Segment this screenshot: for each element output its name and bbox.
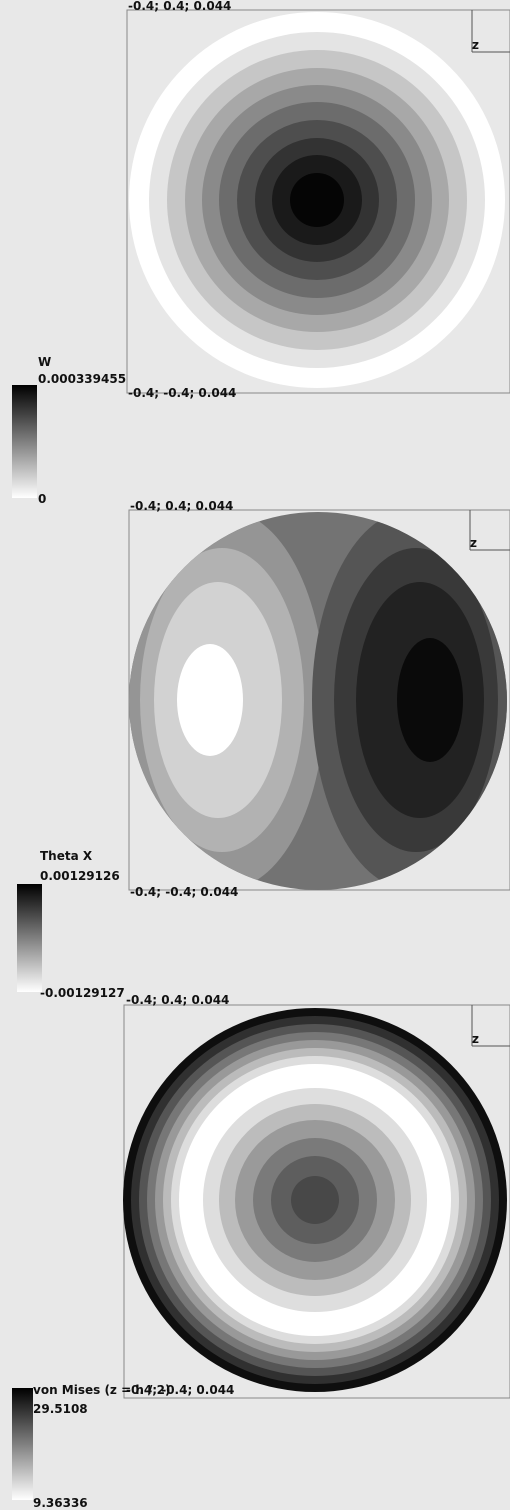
panel-w: z -0.4; 0.4; 0.044 -0.4; -0.4; 0.044 W 0… (12, 0, 510, 506)
contour-plot (123, 1008, 507, 1392)
corner-label: -0.4; -0.4; 0.044 (130, 885, 238, 899)
corner-label: -0.4; 0.4; 0.044 (128, 0, 231, 13)
legend-max: 0.00129126 (40, 869, 120, 883)
contour-plot (129, 512, 507, 890)
axis-label: z (470, 536, 477, 550)
legend-min: 9.36336 (33, 1496, 88, 1510)
corner-label: -0.4; -0.4; 0.044 (126, 1383, 234, 1397)
legend-min: -0.00129127 (40, 986, 125, 1000)
legend-min: 0 (38, 492, 46, 506)
axis-label: z (472, 38, 479, 52)
contour-plot (129, 12, 505, 388)
axis-label: z (472, 1032, 479, 1046)
color-bar (12, 1388, 33, 1500)
panel-theta-x: z -0.4; 0.4; 0.044 -0.4; -0.4; 0.044 The… (17, 499, 510, 1000)
corner-label: -0.4; -0.4; 0.044 (128, 386, 236, 400)
legend-title: W (38, 355, 51, 369)
corner-label: -0.4; 0.4; 0.044 (130, 499, 233, 513)
legend-title: Theta X (40, 849, 93, 863)
plot-frame (126, 9, 510, 394)
panel-von-mises: z -0.4; 0.4; 0.044 -0.4; -0.4; 0.044 von… (12, 993, 510, 1510)
legend-max: 29.5108 (33, 1402, 88, 1416)
color-bar (12, 385, 37, 498)
legend-title: von Mises (z = h / 2) (33, 1383, 170, 1397)
plot-frame (128, 509, 510, 891)
legend-max: 0.000339455 (38, 372, 126, 386)
color-bar (17, 884, 42, 992)
corner-label: -0.4; 0.4; 0.044 (126, 993, 229, 1007)
